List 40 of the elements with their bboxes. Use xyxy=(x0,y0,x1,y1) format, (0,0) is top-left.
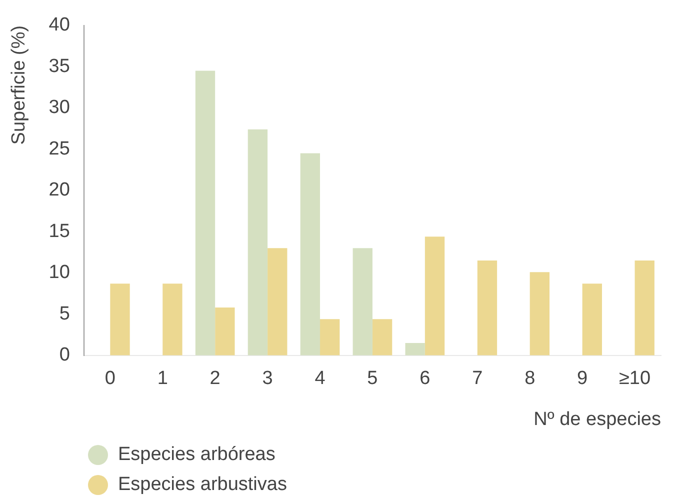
bar xyxy=(110,284,130,356)
y-tick-label: 20 xyxy=(48,180,70,201)
x-tick-label: 9 xyxy=(577,368,588,390)
y-tick-label: 5 xyxy=(59,303,70,324)
y-axis-title: Superficie (%) xyxy=(8,25,30,145)
bar xyxy=(405,343,425,356)
y-tick-label: 40 xyxy=(48,14,70,36)
y-tick-label: 15 xyxy=(48,220,70,242)
x-axis-title: Nº de especies xyxy=(534,408,661,430)
y-tick-label: 30 xyxy=(48,97,70,118)
bar xyxy=(215,308,235,356)
bar xyxy=(320,319,340,356)
bar xyxy=(268,248,288,356)
bar xyxy=(477,260,498,356)
x-tick-label: 3 xyxy=(262,368,273,390)
bar xyxy=(300,153,320,356)
bar xyxy=(424,236,445,356)
bar xyxy=(352,248,372,356)
x-tick-label: 5 xyxy=(367,368,378,390)
legend-label: Especies arbóreas xyxy=(118,444,276,466)
y-tick-label: 10 xyxy=(48,262,70,284)
bar xyxy=(248,129,268,356)
x-tick-label: 6 xyxy=(420,368,430,390)
y-tick-label: 0 xyxy=(59,344,70,366)
y-tick-label: 25 xyxy=(48,138,70,160)
x-tick-label: 4 xyxy=(314,368,326,390)
x-tick-label: 0 xyxy=(104,368,116,390)
legend-label: Especies arbustivas xyxy=(118,474,287,496)
x-tick-label: 7 xyxy=(472,368,483,390)
bar xyxy=(162,284,182,356)
bar xyxy=(530,272,550,356)
x-tick-label: 2 xyxy=(210,368,220,390)
x-tick-label: 8 xyxy=(524,368,536,390)
bar xyxy=(582,284,602,356)
x-tick-label: 1 xyxy=(157,368,168,390)
bar xyxy=(372,319,392,356)
y-tick-label: 35 xyxy=(48,56,70,77)
x-tick-label: ≥10 xyxy=(618,368,651,390)
bar xyxy=(634,260,654,356)
bar xyxy=(195,70,216,356)
